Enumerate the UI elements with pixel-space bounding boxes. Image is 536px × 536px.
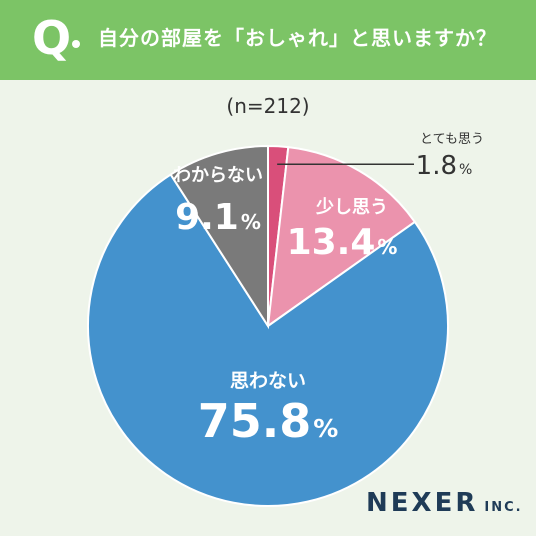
header-bar: Q 自分の部屋を「おしゃれ」と思いますか？ (0, 0, 536, 80)
pie-slice-2 (87, 173, 449, 507)
logo-name: NEXER (366, 488, 479, 518)
sample-size-note: (n=212) (226, 94, 310, 118)
pie-slice-3 (169, 144, 269, 330)
slice-value-3: 9.1% (175, 197, 261, 238)
slice-label-0: とても思う (420, 132, 484, 147)
pie-slices (87, 144, 449, 507)
question-text: 自分の部屋を「おしゃれ」と思いますか？ (98, 26, 497, 50)
q-mark: Q (32, 11, 72, 65)
slice-label-2: 思わない (230, 370, 306, 392)
nexer-logo: NEXER INC. (366, 488, 523, 518)
logo-suffix: INC. (484, 500, 523, 515)
q-dot (72, 40, 80, 48)
slice-label-3: わからない (173, 165, 263, 186)
pie-slice-1 (266, 146, 417, 329)
slice-value-2: 75.8% (198, 394, 339, 448)
slice-value-1: 13.4% (287, 222, 398, 263)
slice-label-1: 少し思う (315, 197, 388, 218)
slice-value-0: 1.8% (416, 151, 473, 181)
